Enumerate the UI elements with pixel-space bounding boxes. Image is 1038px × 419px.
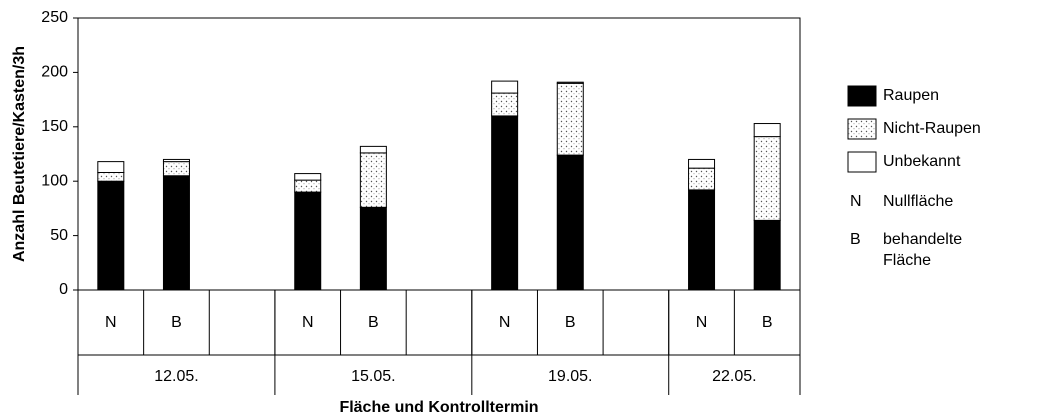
x-tick-label: N (499, 314, 511, 331)
bar-segment (97, 161, 125, 173)
bar-segment (162, 161, 190, 177)
bar-segment (294, 179, 322, 193)
bar-segment (688, 158, 716, 169)
bar-segment (688, 189, 716, 291)
bar-segment (491, 80, 519, 94)
legend-label: Nicht-Raupen (883, 120, 981, 137)
x-tick-label: N (696, 314, 708, 331)
x-axis-label: Fläche und Kontrolltermin (339, 399, 538, 416)
x-tick-label: N (302, 314, 314, 331)
y-tick-label: 200 (41, 64, 68, 81)
y-tick-label: 250 (41, 9, 68, 26)
legend-label: Unbekannt (883, 153, 961, 170)
legend-key: B (850, 231, 861, 248)
y-tick-label: 50 (50, 227, 68, 244)
y-tick-label: 100 (41, 172, 68, 189)
group-label: 12.05. (154, 368, 198, 385)
bar-segment (753, 219, 781, 291)
x-tick-label: B (762, 314, 773, 331)
legend-label: Raupen (883, 87, 939, 104)
legend-note: behandelte (883, 231, 962, 248)
legend-note: Fläche (883, 252, 931, 269)
legend-note: Nullfläche (883, 193, 953, 210)
plot-frame (77, 17, 801, 291)
y-axis-label: Anzahl Beutetiere/Kasten/3h (11, 46, 28, 262)
legend-key: N (850, 193, 862, 210)
bar-segment (97, 171, 125, 182)
bar-segment (491, 92, 519, 117)
x-tick-label: B (368, 314, 379, 331)
bar-segment (753, 136, 781, 221)
group-label: 15.05. (351, 368, 395, 385)
bar-segment (556, 81, 584, 84)
bar-segment (556, 154, 584, 291)
x-tick-label: B (171, 314, 182, 331)
bar-segment (162, 158, 190, 163)
group-label: 22.05. (712, 368, 756, 385)
x-tick-label: N (105, 314, 117, 331)
legend-swatch (847, 151, 877, 173)
bar-segment (491, 115, 519, 291)
legend-swatch (847, 85, 877, 107)
bar-segment (359, 206, 387, 291)
bar-segment (294, 173, 322, 181)
bar-segment (162, 175, 190, 291)
bar-segment (97, 180, 125, 291)
legend-swatch (847, 118, 877, 140)
bar-segment (753, 123, 781, 138)
y-tick-label: 0 (59, 281, 68, 298)
bar-segment (359, 152, 387, 208)
bar-segment (294, 191, 322, 291)
bar-segment (556, 82, 584, 156)
y-tick-label: 150 (41, 118, 68, 135)
bar-segment (359, 145, 387, 154)
x-tick-label: B (565, 314, 576, 331)
bar-segment (688, 167, 716, 191)
group-label: 19.05. (548, 368, 592, 385)
